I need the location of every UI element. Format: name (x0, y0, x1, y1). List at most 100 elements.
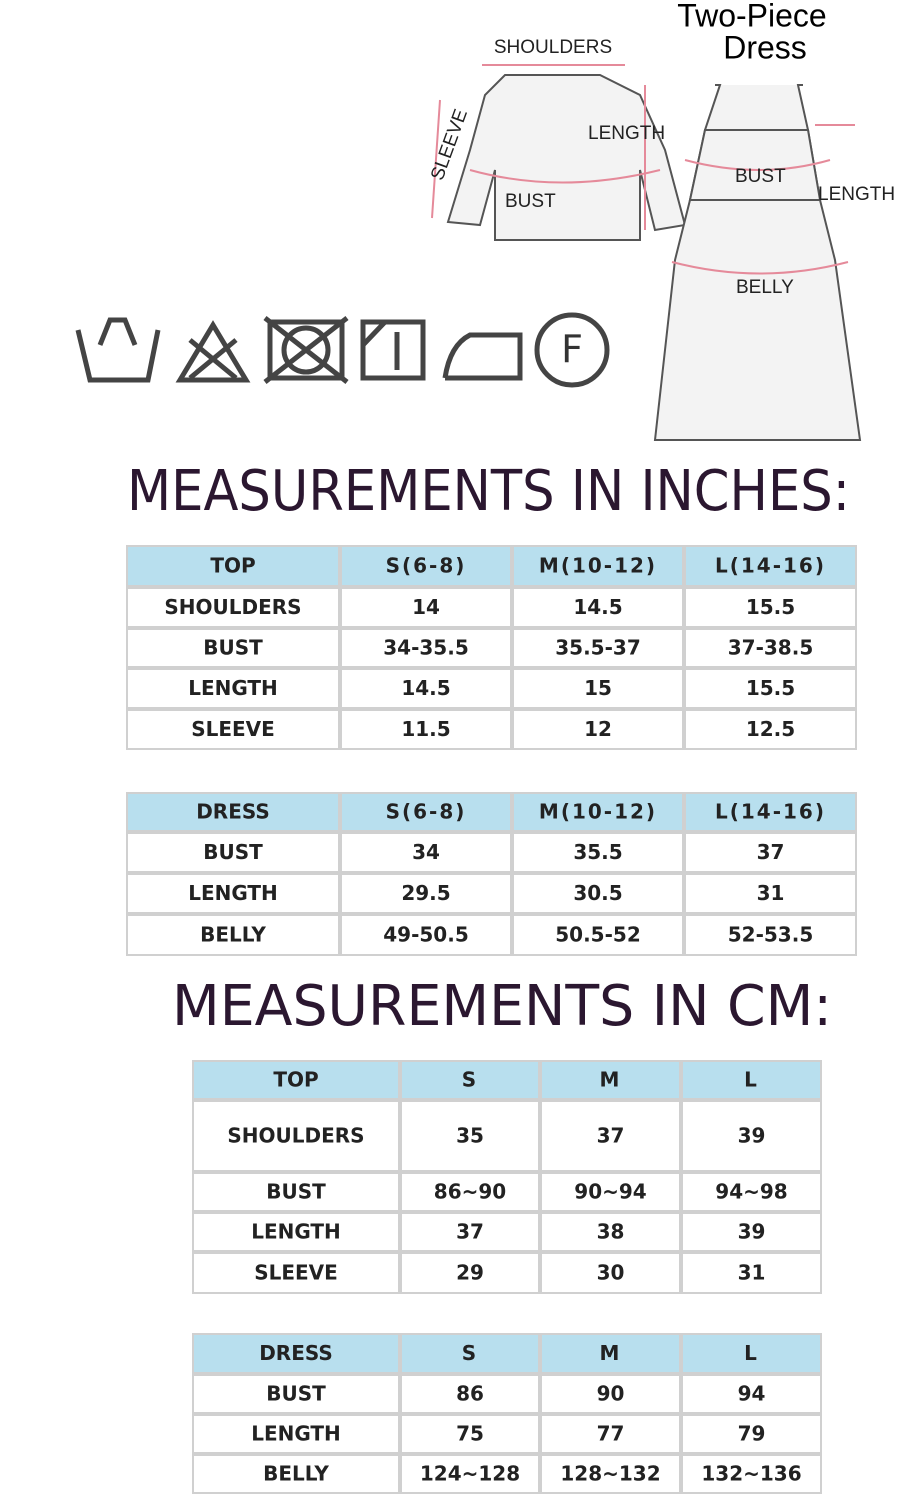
care-label: F (561, 328, 583, 372)
cell (340, 914, 512, 956)
cell (512, 709, 684, 750)
heading: MEASUREMENTS IN INCHES: (127, 459, 850, 524)
cell (512, 668, 684, 709)
cell (684, 873, 857, 914)
header-cell (340, 545, 512, 587)
cell-text: 14 (412, 595, 440, 619)
cell-text: 35 (456, 1124, 484, 1148)
header-text: TOP (210, 554, 255, 578)
cell-text: 35.5-37 (555, 636, 640, 660)
cell (681, 1172, 822, 1212)
dress-illustration (653, 84, 862, 441)
header-cell (340, 792, 512, 832)
cell-text: 52-53.5 (728, 923, 813, 947)
cell (192, 1212, 400, 1252)
cell-text: 12 (584, 717, 612, 741)
cell (400, 1374, 540, 1414)
cell (540, 1212, 681, 1252)
header-cell (681, 1060, 822, 1100)
cell (400, 1212, 540, 1252)
header-text: DRESS (196, 800, 270, 824)
header-cell (192, 1060, 400, 1100)
cell-text: 29.5 (401, 881, 450, 905)
cell (340, 587, 512, 628)
cell-text: 94~98 (715, 1180, 787, 1204)
cell (400, 1172, 540, 1212)
title: Two-Piece (677, 0, 826, 33)
cell (400, 1414, 540, 1454)
cell-text: 15.5 (746, 676, 795, 700)
header-text: L (744, 1341, 759, 1365)
cell (684, 668, 857, 709)
cell-text: LENGTH (251, 1422, 341, 1446)
cell (126, 628, 340, 668)
header-text: M (600, 1341, 622, 1365)
cell (540, 1172, 681, 1212)
cell (684, 628, 857, 668)
cell-text: SHOULDERS (227, 1124, 364, 1148)
cell-text: 39 (738, 1220, 766, 1244)
header-cell (400, 1060, 540, 1100)
cell-text: 29 (456, 1261, 484, 1285)
cell-text: SLEEVE (191, 717, 275, 741)
cell (681, 1252, 822, 1294)
header-text: TOP (273, 1068, 318, 1092)
header-text: S(6-8) (386, 800, 467, 824)
header-text: M(10-12) (539, 800, 657, 824)
cell-text: BELLY (200, 923, 266, 947)
cell-text: 86 (456, 1382, 484, 1406)
cell (681, 1374, 822, 1414)
cell (512, 914, 684, 956)
cell (540, 1414, 681, 1454)
cell (340, 628, 512, 668)
cell-text: 38 (597, 1220, 625, 1244)
label: BELLY (736, 277, 794, 298)
header-text: DRESS (259, 1341, 333, 1365)
cell (126, 832, 340, 873)
cell-text: 94 (738, 1382, 766, 1406)
cell (340, 832, 512, 873)
header-cell (400, 1333, 540, 1374)
heading: MEASUREMENTS IN CM: (172, 974, 832, 1039)
cell-text: 50.5-52 (555, 923, 640, 947)
header-cell (540, 1333, 681, 1374)
header-cell (126, 545, 340, 587)
title: Dress (723, 29, 807, 65)
cell (126, 668, 340, 709)
cell-text: 37 (456, 1220, 484, 1244)
cell (681, 1100, 822, 1172)
cell-text: 124~128 (420, 1462, 520, 1486)
cell (540, 1100, 681, 1172)
cell-text: 30.5 (573, 881, 622, 905)
cell-text: 39 (738, 1124, 766, 1148)
cell-text: 128~132 (560, 1462, 660, 1486)
cell (684, 709, 857, 750)
care-icons (75, 312, 610, 388)
cell (512, 873, 684, 914)
header-text: M(10-12) (539, 554, 657, 578)
cell-text: 34-35.5 (383, 636, 468, 660)
header-cell (684, 545, 857, 587)
label: LENGTH (588, 123, 665, 144)
header-text: L(14-16) (715, 554, 826, 578)
cell (126, 709, 340, 750)
cell-text: 79 (738, 1422, 766, 1446)
cell (400, 1252, 540, 1294)
header-text: L (744, 1068, 759, 1092)
cell (126, 873, 340, 914)
cell-text: BUST (203, 636, 263, 660)
cell (684, 587, 857, 628)
header-cell (192, 1333, 400, 1374)
cell (126, 914, 340, 956)
cell-text: SLEEVE (254, 1261, 338, 1285)
label: LENGTH (818, 184, 895, 205)
header-text: S (462, 1341, 478, 1365)
cell (340, 668, 512, 709)
cell (681, 1212, 822, 1252)
cell (400, 1454, 540, 1494)
cell-text: 34 (412, 840, 440, 864)
cell-text: 31 (757, 881, 785, 905)
cell (192, 1100, 400, 1172)
cell-text: BUST (266, 1180, 326, 1204)
